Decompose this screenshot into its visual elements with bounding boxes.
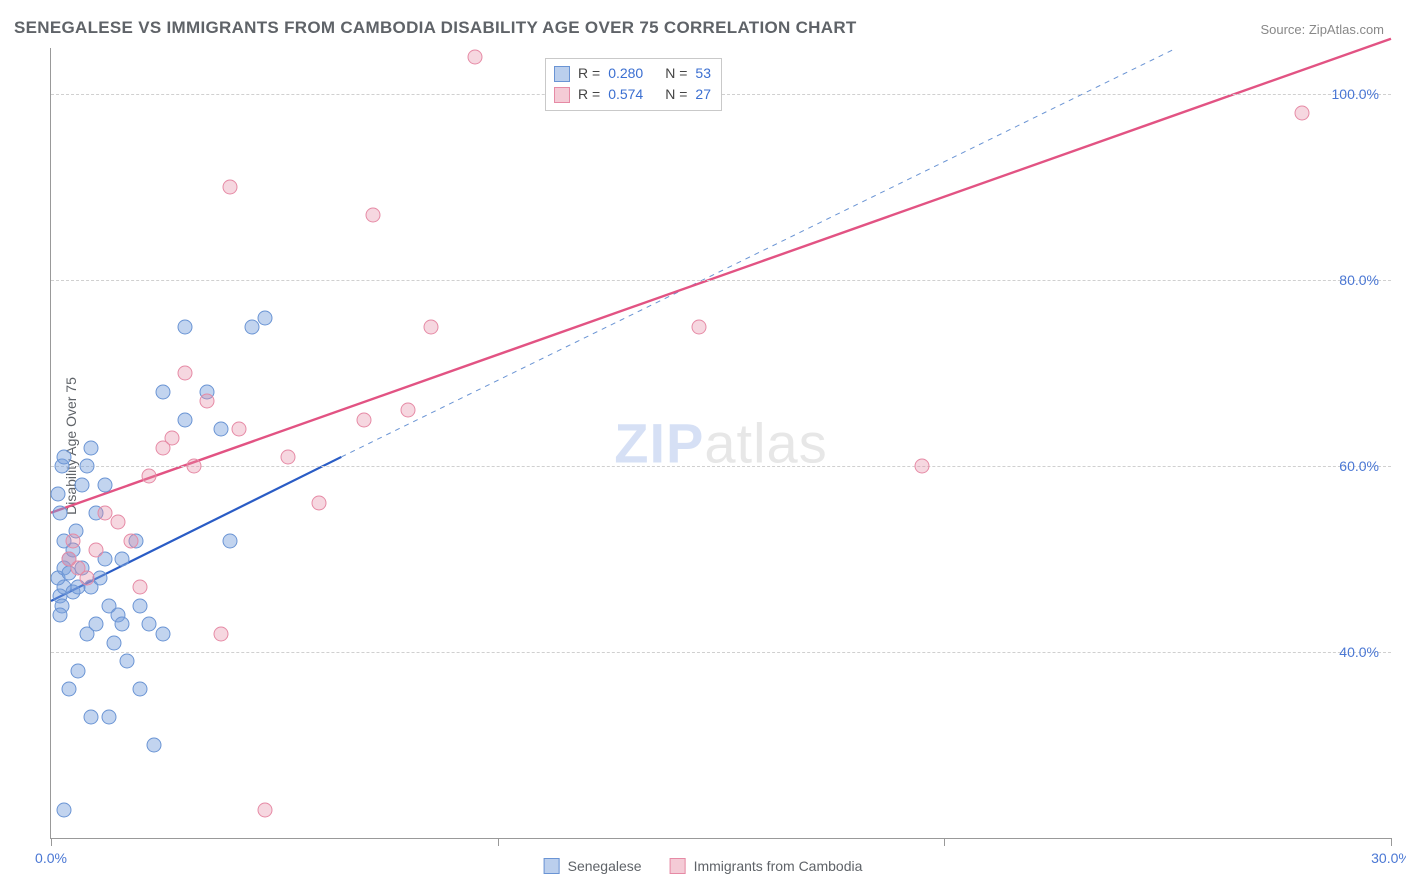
scatter-point (133, 580, 148, 595)
scatter-point (79, 570, 94, 585)
y-tick-label: 80.0% (1339, 272, 1379, 288)
legend-n-label: N = (665, 63, 687, 84)
x-tick (51, 838, 52, 846)
scatter-point (155, 384, 170, 399)
scatter-point (133, 682, 148, 697)
plot-area: ZIPatlas 40.0%60.0%80.0%100.0%0.0%30.0% (50, 48, 1391, 839)
chart-title: SENEGALESE VS IMMIGRANTS FROM CAMBODIA D… (14, 18, 857, 38)
scatter-point (115, 617, 130, 632)
scatter-point (57, 803, 72, 818)
scatter-point (178, 366, 193, 381)
series-legend: Senegalese Immigrants from Cambodia (544, 858, 863, 874)
legend-row: R = 0.574 N = 27 (554, 84, 711, 105)
x-tick-label: 30.0% (1371, 850, 1406, 866)
x-tick (498, 838, 499, 846)
x-tick (1391, 838, 1392, 846)
scatter-point (79, 459, 94, 474)
scatter-point (115, 552, 130, 567)
scatter-point (88, 617, 103, 632)
scatter-point (178, 412, 193, 427)
chart-container: SENEGALESE VS IMMIGRANTS FROM CAMBODIA D… (0, 0, 1406, 892)
legend-label: Senegalese (568, 858, 642, 874)
scatter-point (124, 533, 139, 548)
scatter-point (146, 738, 161, 753)
legend-swatch-blue (544, 858, 560, 874)
y-tick-label: 100.0% (1332, 86, 1379, 102)
legend-r-value: 0.574 (608, 84, 643, 105)
scatter-point (75, 477, 90, 492)
scatter-point (88, 542, 103, 557)
scatter-point (133, 598, 148, 613)
x-tick (944, 838, 945, 846)
scatter-point (97, 477, 112, 492)
scatter-point (142, 468, 157, 483)
scatter-point (102, 710, 117, 725)
scatter-point (423, 319, 438, 334)
scatter-point (356, 412, 371, 427)
scatter-point (111, 515, 126, 530)
legend-swatch-blue (554, 66, 570, 82)
scatter-point (280, 449, 295, 464)
legend-swatch-pink (554, 87, 570, 103)
legend-r-label: R = (578, 63, 600, 84)
source-label: Source: ZipAtlas.com (1260, 22, 1384, 37)
scatter-point (691, 319, 706, 334)
scatter-point (258, 803, 273, 818)
x-tick-label: 0.0% (35, 850, 67, 866)
scatter-point (52, 505, 67, 520)
scatter-point (142, 617, 157, 632)
scatter-point (186, 459, 201, 474)
legend-row: R = 0.280 N = 53 (554, 63, 711, 84)
scatter-point (97, 505, 112, 520)
scatter-point (119, 654, 134, 669)
y-tick-label: 60.0% (1339, 458, 1379, 474)
scatter-point (213, 626, 228, 641)
scatter-point (93, 570, 108, 585)
scatter-point (222, 180, 237, 195)
correlation-legend: R = 0.280 N = 53 R = 0.574 N = 27 (545, 58, 722, 111)
scatter-point (61, 682, 76, 697)
scatter-point (213, 422, 228, 437)
legend-r-label: R = (578, 84, 600, 105)
scatter-point (200, 394, 215, 409)
y-tick-label: 40.0% (1339, 644, 1379, 660)
legend-n-value: 27 (695, 84, 711, 105)
legend-item: Immigrants from Cambodia (670, 858, 863, 874)
trend-lines-svg (51, 48, 1391, 838)
gridline-h (51, 466, 1391, 467)
scatter-point (468, 50, 483, 65)
legend-r-value: 0.280 (608, 63, 643, 84)
scatter-point (164, 431, 179, 446)
scatter-point (50, 487, 65, 502)
scatter-point (258, 310, 273, 325)
legend-label: Immigrants from Cambodia (694, 858, 863, 874)
scatter-point (70, 663, 85, 678)
scatter-point (1294, 106, 1309, 121)
scatter-point (155, 626, 170, 641)
scatter-point (84, 710, 99, 725)
scatter-point (401, 403, 416, 418)
legend-item: Senegalese (544, 858, 642, 874)
scatter-point (57, 449, 72, 464)
scatter-point (66, 533, 81, 548)
scatter-point (178, 319, 193, 334)
scatter-point (84, 440, 99, 455)
gridline-h (51, 280, 1391, 281)
scatter-point (245, 319, 260, 334)
scatter-point (365, 208, 380, 223)
scatter-point (312, 496, 327, 511)
legend-n-label: N = (665, 84, 687, 105)
scatter-point (231, 422, 246, 437)
scatter-point (52, 607, 67, 622)
trend-line (341, 48, 1176, 457)
scatter-point (915, 459, 930, 474)
scatter-point (222, 533, 237, 548)
legend-swatch-pink (670, 858, 686, 874)
scatter-point (106, 635, 121, 650)
gridline-h (51, 652, 1391, 653)
legend-n-value: 53 (695, 63, 711, 84)
